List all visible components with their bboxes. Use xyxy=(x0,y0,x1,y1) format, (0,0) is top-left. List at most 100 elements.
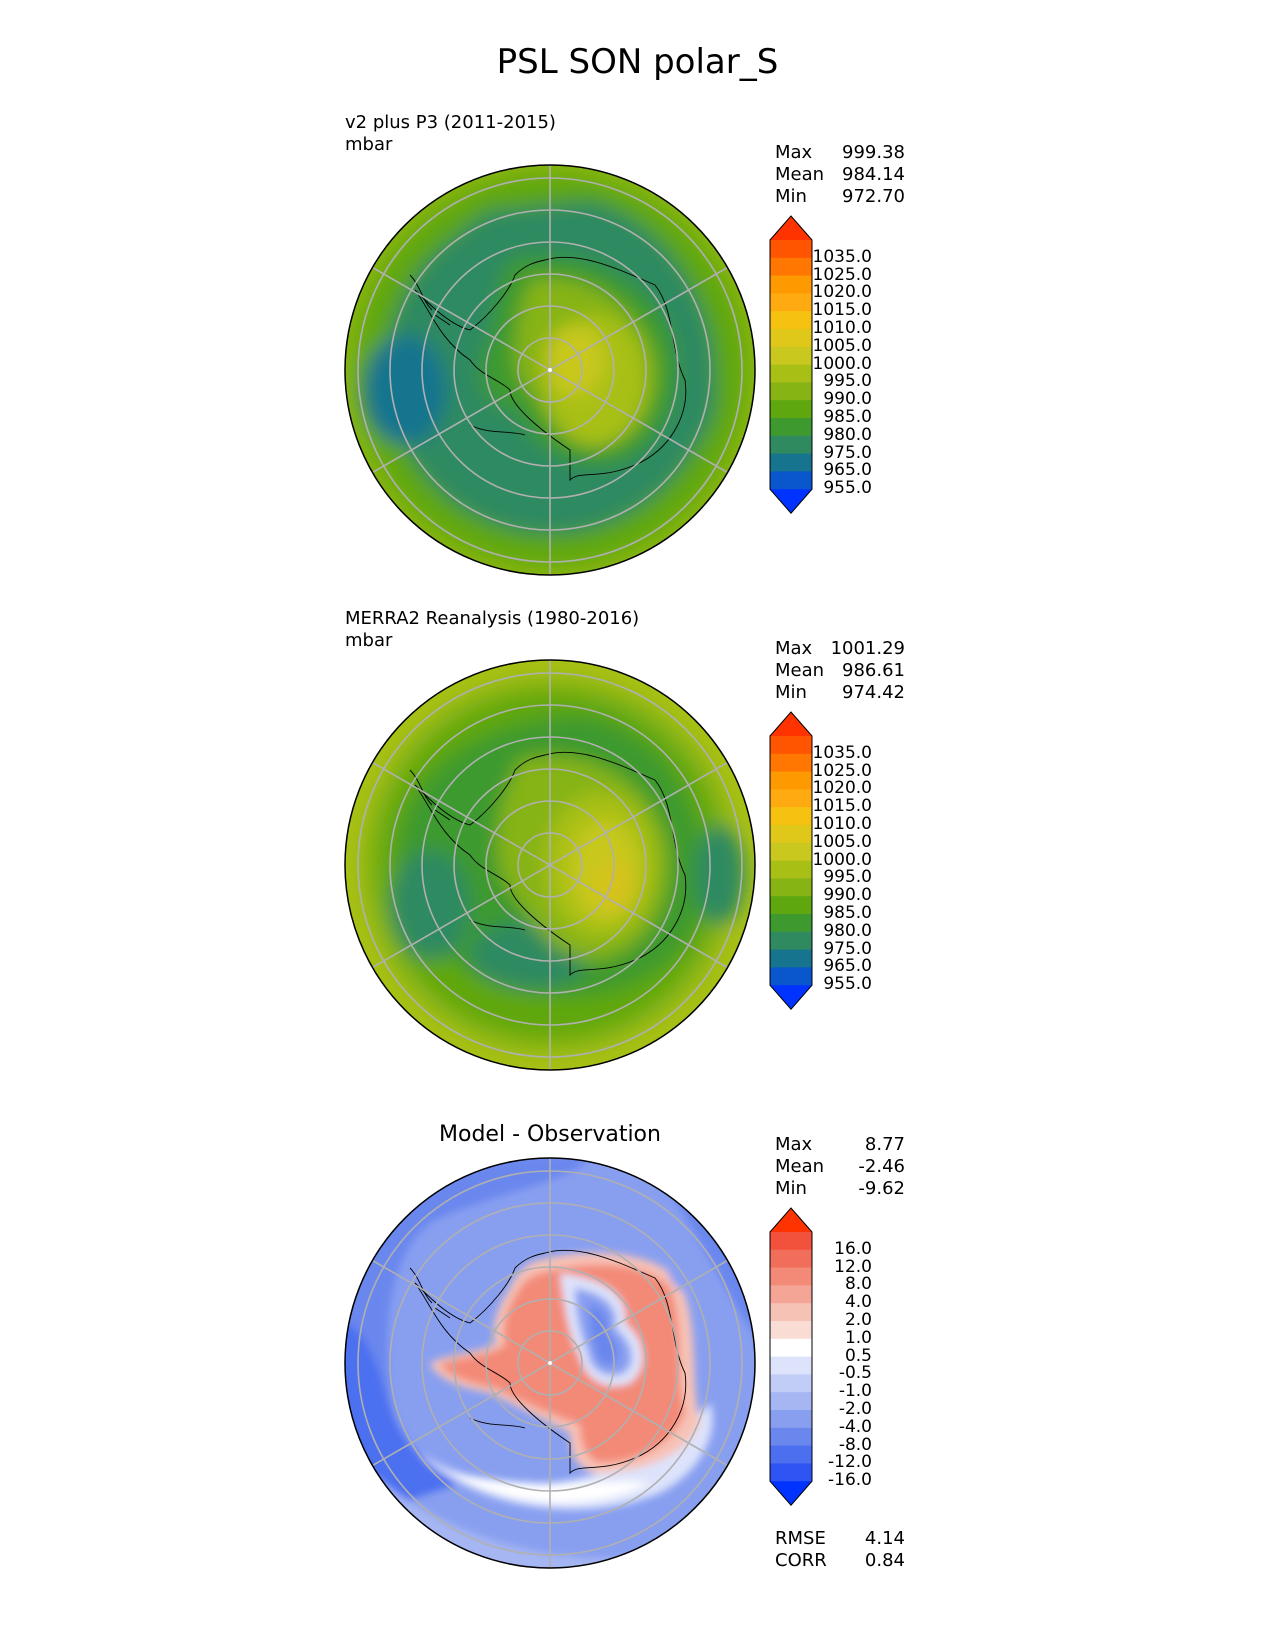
colorbar-tick-label: -1.0 xyxy=(838,1381,872,1402)
panel-3-metric-value: 4.14 xyxy=(864,1528,905,1549)
colorbar-segment xyxy=(770,435,812,455)
colorbar-segment xyxy=(770,293,812,312)
colorbar-tick-label: 1035.0 xyxy=(812,742,872,763)
colorbar-segment xyxy=(770,1232,812,1251)
panel-1-stat-value: 984.14 xyxy=(842,164,905,185)
colorbar-segment xyxy=(770,240,812,259)
colorbar-extend-max xyxy=(770,216,812,240)
colorbar-tick-label: 16.0 xyxy=(834,1238,872,1259)
colorbar-segment xyxy=(770,896,812,915)
colorbar-tick-label: 1010.0 xyxy=(812,814,872,834)
panel-1-map xyxy=(344,164,756,576)
panel-3-metric-label: RMSE xyxy=(775,1528,826,1549)
panel-3-stat-value: -9.62 xyxy=(858,1178,905,1199)
panel-2-stat-value: 974.42 xyxy=(842,682,905,703)
colorbar-tick-label: 965.0 xyxy=(823,956,872,977)
colorbar-outline xyxy=(769,1207,813,1506)
panel-3-stats: Max 8.77 Mean -2.46 Min -9.62 xyxy=(775,1134,905,1200)
colorbar-segment xyxy=(770,1463,812,1482)
colorbar-segment xyxy=(770,1356,812,1375)
colorbar-segment xyxy=(770,400,812,419)
panel-3-stat-label: Mean xyxy=(775,1156,825,1177)
colorbar-segment xyxy=(770,931,812,951)
colorbar-tick-label: 0.5 xyxy=(844,1345,872,1366)
colorbar-segment xyxy=(770,1392,812,1411)
panel-3-metrics: RMSE 4.14 CORR 0.84 xyxy=(775,1528,905,1572)
colorbar-segment xyxy=(770,1445,812,1464)
colorbar-segment xyxy=(770,311,812,330)
figure-title: PSL SON polar_S xyxy=(496,42,779,82)
colorbar-tick-label: 2.0 xyxy=(844,1310,872,1330)
colorbar-segment xyxy=(770,1338,812,1358)
colorbar-extend-max xyxy=(770,712,812,736)
panel-2-colorbar xyxy=(769,711,813,1010)
colorbar-tick-label: 1020.0 xyxy=(812,282,872,303)
colorbar-segment xyxy=(770,842,812,862)
colorbar-tick-label: -12.0 xyxy=(828,1452,872,1473)
panel-2-units: mbar xyxy=(345,630,393,651)
panel-1-dataset: v2 plus P3 (2011-2015) xyxy=(345,112,556,133)
panel-1-stats: Max 999.38 Mean 984.14 Min 972.70 xyxy=(775,142,905,208)
colorbar-tick-label: 980.0 xyxy=(823,920,872,941)
panel-3-stat-label: Max xyxy=(775,1134,813,1155)
panel-2-stat-label: Max xyxy=(775,638,813,659)
panel-3-stat-value: 8.77 xyxy=(864,1134,905,1155)
colorbar-tick-label: 1005.0 xyxy=(812,831,872,852)
colorbar-outline xyxy=(769,215,813,514)
colorbar-segment xyxy=(770,753,812,773)
panel-3-colorbar xyxy=(769,1207,813,1506)
colorbar-tick-label: 4.0 xyxy=(844,1292,872,1313)
colorbar-segment xyxy=(770,1321,812,1340)
colorbar-tick-label: 1000.0 xyxy=(812,849,872,870)
panel-1-stat-label: Mean xyxy=(775,164,825,185)
colorbar-tick-label: 1005.0 xyxy=(812,335,872,356)
panel-3-stat-label: Min xyxy=(775,1178,807,1199)
colorbar-tick-label: 1000.0 xyxy=(812,353,872,374)
colorbar-tick-label: 990.0 xyxy=(823,389,872,410)
colorbar-tick-label: 965.0 xyxy=(823,460,872,481)
panel-1-title: v2 plus P3 (2011-2015) mbar xyxy=(345,112,556,156)
colorbar-segment xyxy=(770,1410,812,1429)
colorbar-tick-label: -16.0 xyxy=(828,1470,872,1491)
colorbar-tick-label: 1010.0 xyxy=(812,318,872,338)
panel-2-map xyxy=(344,659,756,1071)
colorbar-tick-label: 985.0 xyxy=(823,903,872,923)
colorbar-tick-label: 1025.0 xyxy=(812,264,872,285)
colorbar-tick-label: 995.0 xyxy=(823,867,872,888)
colorbar-segment xyxy=(770,471,812,490)
panel-1-stat-value: 999.38 xyxy=(842,142,905,163)
colorbar-tick-label: 990.0 xyxy=(823,885,872,906)
colorbar-tick-label: 955.0 xyxy=(823,478,872,499)
colorbar-tick-label: 1015.0 xyxy=(812,300,872,321)
colorbar-tick-label: 985.0 xyxy=(823,407,872,427)
panel-2-stats: Max 1001.29 Mean 986.61 Min 974.42 xyxy=(775,638,905,704)
colorbar-segment xyxy=(770,789,812,808)
colorbar-segment xyxy=(770,967,812,986)
colorbar-segment xyxy=(770,329,812,348)
colorbar-segment xyxy=(770,949,812,968)
colorbar-tick-label: 12.0 xyxy=(834,1256,872,1277)
colorbar-tick-label: 980.0 xyxy=(823,424,872,445)
colorbar-segment xyxy=(770,860,812,879)
panel-1-stat-label: Min xyxy=(775,186,807,207)
colorbar-extend-max xyxy=(770,1208,812,1232)
panel-2-stat-value: 1001.29 xyxy=(830,638,905,659)
panel-2-stat-value: 986.61 xyxy=(842,660,905,681)
colorbar-segment xyxy=(770,346,812,366)
panel-3-map xyxy=(344,1157,756,1569)
panel-3-stat-value: -2.46 xyxy=(858,1156,905,1177)
colorbar-segment xyxy=(770,736,812,755)
colorbar-extend-min xyxy=(770,985,812,1010)
panel-1-units: mbar xyxy=(345,134,393,155)
panel-2-graticule xyxy=(357,660,743,1070)
colorbar-extend-min xyxy=(770,489,812,514)
colorbar-segment xyxy=(770,418,812,437)
colorbar-tick-label: 1020.0 xyxy=(812,778,872,799)
colorbar-segment xyxy=(770,275,812,294)
colorbar-segment xyxy=(770,807,812,826)
colorbar-tick-label: -8.0 xyxy=(838,1434,872,1455)
panel-3-title: Model - Observation xyxy=(439,1122,661,1147)
panel-2-dataset: MERRA2 Reanalysis (1980-2016) xyxy=(345,608,640,629)
colorbar-segment xyxy=(770,914,812,933)
panel-1-stat-label: Max xyxy=(775,142,813,163)
